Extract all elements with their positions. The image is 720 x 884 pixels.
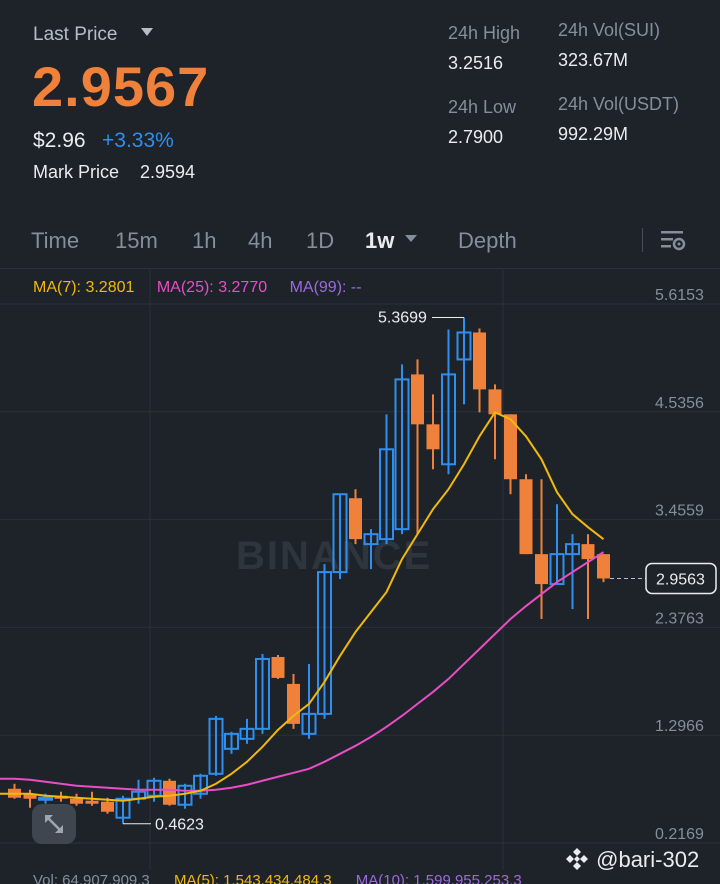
usd-price: $2.96 bbox=[33, 129, 86, 152]
tab-1h[interactable]: 1h bbox=[192, 228, 217, 253]
candle-body bbox=[332, 493, 348, 574]
price-change: +3.33% bbox=[102, 129, 174, 152]
last-price-value: 2.9567 bbox=[32, 55, 210, 118]
y-tick-label: 4.5356 bbox=[655, 395, 704, 412]
candle-body bbox=[535, 554, 548, 585]
tab-divider bbox=[642, 228, 643, 252]
vol-sui-label: 24h Vol(SUI) bbox=[558, 20, 661, 40]
y-tick-label: 5.6153 bbox=[655, 287, 704, 304]
candle-body bbox=[208, 717, 224, 775]
candlestick-chart[interactable]: 5.6153 4.5356 3.4559 2.3763 1.2966 0.2169 5.36… bbox=[0, 270, 720, 870]
candle-body bbox=[224, 732, 239, 750]
candle-body bbox=[488, 389, 502, 415]
last-price-label[interactable]: Last Price bbox=[33, 24, 118, 45]
candle-body bbox=[349, 498, 362, 540]
low-marker-label: 0.4623 bbox=[155, 817, 204, 834]
candle-body bbox=[504, 414, 517, 480]
candle-body bbox=[426, 424, 440, 450]
candle-body bbox=[363, 533, 379, 546]
candle-body bbox=[239, 727, 255, 740]
author-credit: @bari-302 bbox=[564, 846, 699, 873]
volume-ma10: MA(10): 1,599,955,253.3 bbox=[355, 872, 522, 884]
y-tick-label: 3.4559 bbox=[655, 503, 704, 520]
candle-body bbox=[115, 797, 131, 819]
candle-body bbox=[456, 331, 472, 361]
caret-down-icon[interactable] bbox=[141, 28, 153, 36]
high-label: 24h High bbox=[448, 23, 521, 43]
ma7-line bbox=[0, 411, 605, 802]
y-tick-label: 2.3763 bbox=[655, 610, 704, 627]
tab-1d[interactable]: 1D bbox=[306, 228, 335, 253]
candle-body bbox=[549, 553, 565, 586]
volume-row: Vol: 64,907,909.3 MA(5): 1,543,434,484.3… bbox=[33, 872, 542, 884]
tab-depth[interactable]: Depth bbox=[458, 228, 517, 253]
tab-time[interactable]: Time bbox=[31, 228, 80, 253]
candle-body bbox=[163, 780, 176, 805]
low-value: 2.7900 bbox=[448, 127, 504, 147]
tab-15m[interactable]: 15m bbox=[115, 228, 158, 253]
tab-4h[interactable]: 4h bbox=[248, 228, 273, 253]
volume-ma5: MA(5): 1,543,434,484.3 bbox=[173, 872, 332, 884]
candle-body bbox=[565, 543, 580, 556]
high-value: 3.2516 bbox=[448, 53, 504, 73]
ma25-label: MA(25): 3.2770 bbox=[156, 279, 268, 296]
interval-tabs: Time 15m 1h 4h 1D 1w Depth bbox=[0, 220, 720, 264]
expand-button[interactable] bbox=[32, 804, 76, 844]
chevron-down-icon[interactable] bbox=[405, 235, 417, 242]
candle-body bbox=[255, 657, 270, 730]
low-label: 24h Low bbox=[448, 97, 517, 117]
candle-body bbox=[317, 571, 332, 715]
candle-body bbox=[271, 656, 285, 678]
candle-body bbox=[101, 801, 114, 812]
vol-usdt-label: 24h Vol(USDT) bbox=[558, 94, 680, 114]
binance-logo-icon bbox=[566, 848, 588, 870]
ma7-label: MA(7): 3.2801 bbox=[33, 279, 135, 296]
candle-body bbox=[411, 374, 424, 425]
mark-price-value: 2.9594 bbox=[140, 162, 196, 182]
header-divider bbox=[0, 268, 720, 269]
candle-body bbox=[379, 448, 394, 541]
candle-body bbox=[287, 683, 300, 724]
candle-body bbox=[597, 554, 610, 579]
candle-body bbox=[85, 800, 99, 804]
expand-icon bbox=[45, 815, 63, 833]
candle-body bbox=[23, 793, 37, 799]
y-tick-label: 0.2169 bbox=[655, 826, 704, 843]
vol-usdt-value: 992.29M bbox=[558, 124, 629, 144]
current-price-box bbox=[645, 562, 717, 595]
candle-body bbox=[70, 798, 83, 804]
ma-indicator-row: MA(7): 3.2801 MA(25): 3.2770 MA(99): -- bbox=[33, 279, 362, 297]
high-marker-label: 5.3699 bbox=[378, 309, 427, 326]
tab-1w[interactable]: 1w bbox=[365, 228, 395, 253]
ma99-label: MA(99): -- bbox=[289, 279, 362, 296]
ticker-header: Last Price 2.9567 $2.96 +3.33% Mark Pric… bbox=[0, 0, 720, 200]
candle-body bbox=[581, 544, 595, 560]
vol-sui-value: 323.67M bbox=[558, 50, 629, 70]
candle-body bbox=[519, 479, 533, 555]
credit-text: @bari-302 bbox=[596, 847, 700, 872]
candle-body bbox=[394, 378, 410, 531]
mark-price-label: Mark Price bbox=[33, 162, 120, 182]
volume-label: Vol: 64,907,909.3 bbox=[33, 872, 150, 884]
y-tick-label: 1.2966 bbox=[655, 718, 704, 735]
current-price-label: 2.9563 bbox=[656, 571, 705, 588]
candle-body bbox=[193, 774, 208, 795]
candle-body bbox=[38, 796, 53, 801]
candle-body bbox=[441, 373, 456, 466]
candle-body bbox=[301, 712, 317, 735]
candle-body bbox=[473, 332, 486, 390]
ma25-line bbox=[0, 551, 605, 792]
chart-settings-icon[interactable] bbox=[660, 229, 686, 253]
